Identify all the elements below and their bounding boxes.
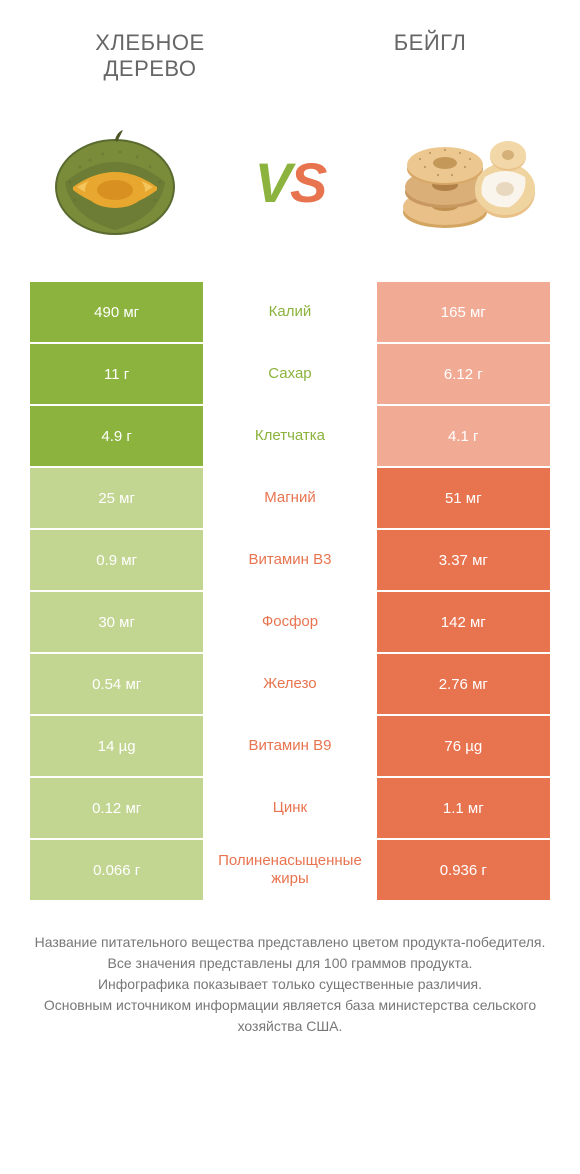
table-row: 25 мгМагний51 мг (30, 468, 550, 530)
value-left: 11 г (30, 344, 203, 404)
footer-notes: Название питательного вещества представл… (0, 902, 580, 1037)
nutrient-label: Полиненасыщенные жиры (203, 840, 376, 900)
value-right: 1.1 мг (377, 778, 550, 838)
title-left: ХЛЕБНОЕ ДЕРЕВО (50, 30, 250, 82)
value-left: 0.54 мг (30, 654, 203, 714)
value-left: 14 µg (30, 716, 203, 776)
value-left: 25 мг (30, 468, 203, 528)
vs-label: VS (255, 150, 326, 215)
value-right: 51 мг (377, 468, 550, 528)
header: ХЛЕБНОЕ ДЕРЕВО БЕЙГЛ (0, 0, 580, 92)
value-right: 4.1 г (377, 406, 550, 466)
table-row: 30 мгФосфор142 мг (30, 592, 550, 654)
table-row: 14 µgВитамин B976 µg (30, 716, 550, 778)
bagel-image (390, 112, 540, 252)
nutrient-label: Сахар (203, 344, 376, 404)
footer-line-3: Инфографика показывает только существенн… (30, 974, 550, 995)
nutrient-label: Калий (203, 282, 376, 342)
nutrient-label: Фосфор (203, 592, 376, 652)
title-right: БЕЙГЛ (330, 30, 530, 82)
nutrition-table: 490 мгКалий165 мг11 гСахар6.12 г4.9 гКле… (0, 282, 580, 902)
table-row: 0.066 гПолиненасыщенные жиры0.936 г (30, 840, 550, 902)
value-left: 0.12 мг (30, 778, 203, 838)
nutrient-label: Железо (203, 654, 376, 714)
nutrient-label: Магний (203, 468, 376, 528)
value-right: 3.37 мг (377, 530, 550, 590)
table-row: 0.12 мгЦинк1.1 мг (30, 778, 550, 840)
nutrient-label: Клетчатка (203, 406, 376, 466)
value-right: 6.12 г (377, 344, 550, 404)
footer-line-2: Все значения представлены для 100 граммо… (30, 953, 550, 974)
value-right: 0.936 г (377, 840, 550, 900)
vs-letter-v: V (255, 151, 290, 214)
table-row: 490 мгКалий165 мг (30, 282, 550, 344)
breadfruit-image (40, 112, 190, 252)
table-row: 4.9 гКлетчатка4.1 г (30, 406, 550, 468)
nutrient-label: Витамин B3 (203, 530, 376, 590)
nutrient-label: Витамин B9 (203, 716, 376, 776)
value-right: 2.76 мг (377, 654, 550, 714)
nutrient-label: Цинк (203, 778, 376, 838)
value-left: 0.9 мг (30, 530, 203, 590)
footer-line-4: Основным источником информации является … (30, 995, 550, 1037)
value-left: 4.9 г (30, 406, 203, 466)
table-row: 0.9 мгВитамин B33.37 мг (30, 530, 550, 592)
value-left: 30 мг (30, 592, 203, 652)
value-right: 142 мг (377, 592, 550, 652)
vs-letter-s: S (290, 151, 325, 214)
value-left: 0.066 г (30, 840, 203, 900)
table-row: 0.54 мгЖелезо2.76 мг (30, 654, 550, 716)
value-left: 490 мг (30, 282, 203, 342)
footer-line-1: Название питательного вещества представл… (30, 932, 550, 953)
images-row: VS (0, 92, 580, 282)
table-row: 11 гСахар6.12 г (30, 344, 550, 406)
value-right: 76 µg (377, 716, 550, 776)
value-right: 165 мг (377, 282, 550, 342)
